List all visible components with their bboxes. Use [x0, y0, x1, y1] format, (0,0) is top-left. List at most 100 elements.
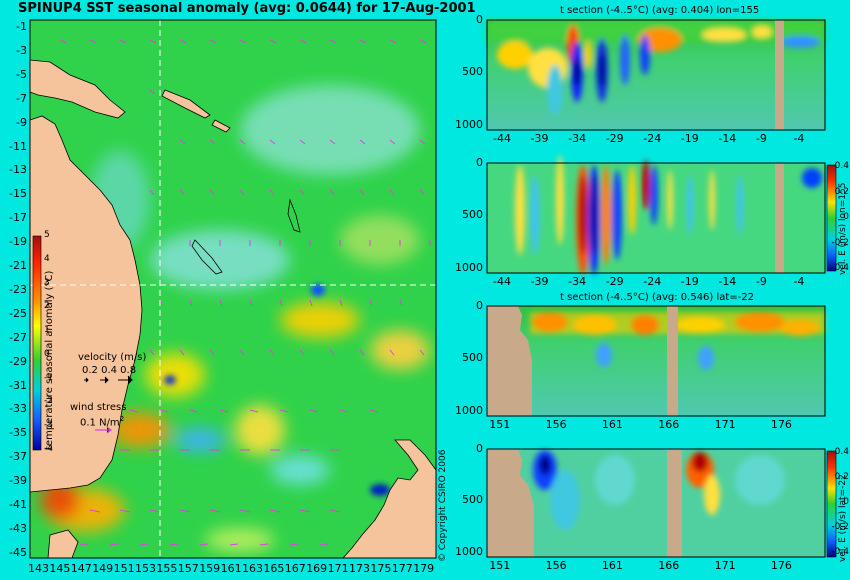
lat-tick: -21: [9, 259, 27, 272]
panel-2-y-tick: 500: [462, 208, 483, 222]
panel-2-x-tick: -24: [643, 275, 662, 288]
lat-tick: -33: [9, 402, 27, 416]
panel-1-title: t section (-4..5°C) (avg: 0.404) lon=155: [560, 5, 760, 16]
lat-tick: -17: [9, 211, 27, 225]
velocity-scale: 0.2 0.4 0.8: [82, 365, 137, 376]
panel-3-x-tick: 161: [601, 418, 623, 431]
panel-4-colorbar-tick: 0: [843, 497, 849, 507]
panel-4-colorbar-tick: -0.2: [831, 522, 849, 532]
panel-1-x-tick: -44: [493, 132, 511, 145]
section-panel-3: [486, 305, 826, 417]
panel-2-x-tick: -44: [493, 275, 511, 288]
lon-tick: 153: [135, 562, 156, 575]
lat-tick: -11: [9, 139, 27, 153]
wind-key-arrow: [95, 426, 112, 434]
lat-tick: -43: [9, 521, 27, 535]
map-colorbar-tick: -2: [44, 396, 53, 407]
panel-4-colorbar-tick: 0.4: [834, 447, 849, 457]
panel-2-x-tick: -4: [793, 275, 805, 288]
lat-tick: -1: [16, 20, 27, 33]
panel-2-x-tick: -39: [530, 275, 549, 288]
map-colorbar-tick: 4: [44, 253, 50, 264]
lat-tick: -27: [9, 330, 27, 344]
lat-tick: -9: [16, 115, 27, 129]
panel-3-y-tick: 500: [462, 351, 483, 365]
panel-2-y-tick: 0: [476, 156, 483, 169]
panel-4-x-tick: 151: [489, 559, 511, 572]
panel-2-y-tick: 1000: [455, 260, 483, 274]
lon-tick: 155: [156, 562, 178, 575]
velocity-vectors: [59, 39, 431, 546]
panel-2-colorbar-tick: 0.4: [834, 161, 849, 171]
panel-3-y-tick: 1000: [455, 403, 483, 417]
lat-tick: -45: [9, 545, 27, 559]
lat-tick: -39: [9, 474, 27, 488]
lon-tick: 161: [220, 562, 242, 575]
lon-tick: 145: [49, 562, 71, 575]
lat-tick: -13: [9, 163, 27, 177]
velocity-label: velocity (m/s): [78, 352, 147, 363]
panel-4-y-tick: 1000: [455, 544, 483, 558]
map-colorbar-label: temperature seasonal anomaly (°C): [44, 270, 55, 450]
map-colorbar-tick: 3: [44, 277, 50, 288]
lon-tick: 167: [284, 562, 306, 575]
panel-1-x-tick: -39: [530, 132, 549, 145]
panel-2-colorbar-tick: 0.2: [834, 186, 849, 197]
panel-4-y-tick: 500: [462, 493, 483, 507]
panel-4-y-tick: 0: [476, 442, 483, 455]
panel-4-x-tick: 166: [658, 559, 680, 572]
panel-3-x-tick: 171: [714, 418, 736, 431]
lon-tick: 173: [349, 562, 370, 575]
lat-tick: -5: [16, 67, 27, 81]
lon-tick: 147: [70, 562, 92, 575]
panel-3-x-tick: 176: [770, 418, 792, 431]
lat-tick: -3: [16, 43, 27, 57]
lon-tick: 179: [413, 562, 435, 575]
panel-2-x-tick: -34: [568, 275, 587, 288]
panel-2-colorbar-tick: -0.2: [831, 237, 849, 248]
lat-tick: -35: [9, 426, 27, 440]
panel-2-x-tick: -19: [680, 275, 699, 288]
panel-2-colorbar-tick: 0: [843, 212, 849, 222]
panel-1-x-tick: -19: [680, 132, 699, 145]
lat-tick: -25: [9, 306, 27, 320]
panel-1-x-tick: -14: [718, 132, 737, 145]
section-panel-1: [486, 19, 826, 131]
lat-tick: -23: [9, 282, 27, 296]
panel-3-x-tick: 166: [658, 418, 680, 431]
map-colorbar-tick: -4: [44, 444, 53, 454]
panel-1-x-tick: -4: [793, 132, 805, 145]
panel-2-x-tick: -14: [718, 275, 737, 288]
map-title: SPINUP4 SST seasonal anomaly (avg: 0.064…: [18, 1, 476, 16]
panel-1-x-tick: -29: [605, 132, 624, 145]
panel-2-x-tick: -9: [755, 275, 767, 288]
lon-tick: 169: [306, 562, 328, 575]
section-panel-4: [486, 448, 837, 558]
wind-stress-scale: 0.1 N/m2: [80, 415, 124, 428]
panel-4-x-tick: 171: [714, 559, 736, 572]
lat-tick: -31: [9, 378, 27, 392]
section-panel-2: [486, 155, 837, 275]
lat-tick: -19: [9, 235, 27, 249]
map-colorbar-tick: 1: [44, 325, 50, 336]
lon-tick: 149: [92, 562, 114, 575]
lat-tick: -7: [16, 91, 27, 105]
panel-2-colorbar-tick: -0.4: [831, 263, 849, 273]
sst-map: [30, 20, 436, 558]
lon-tick: 151: [113, 562, 135, 575]
panel-3-title: t section (-4..5°C) (avg: 0.546) lat=-22: [560, 292, 755, 303]
panel-1-y-tick: 500: [462, 65, 483, 79]
lon-tick: 143: [28, 562, 49, 575]
map-colorbar-tick: 5: [44, 230, 50, 240]
wind-stress-exponent: 2: [119, 415, 125, 423]
lon-tick: 165: [263, 562, 285, 575]
panel-1-x-tick: -24: [643, 132, 662, 145]
velocity-key-arrows: [84, 375, 133, 385]
map-colorbar-tick: 0: [44, 348, 50, 359]
lat-tick: -15: [9, 187, 27, 201]
lon-tick: 177: [391, 562, 413, 575]
panel-3-x-tick: 156: [545, 418, 567, 431]
lon-tick: 157: [177, 562, 199, 575]
panel-3-x-tick: 151: [489, 418, 511, 431]
